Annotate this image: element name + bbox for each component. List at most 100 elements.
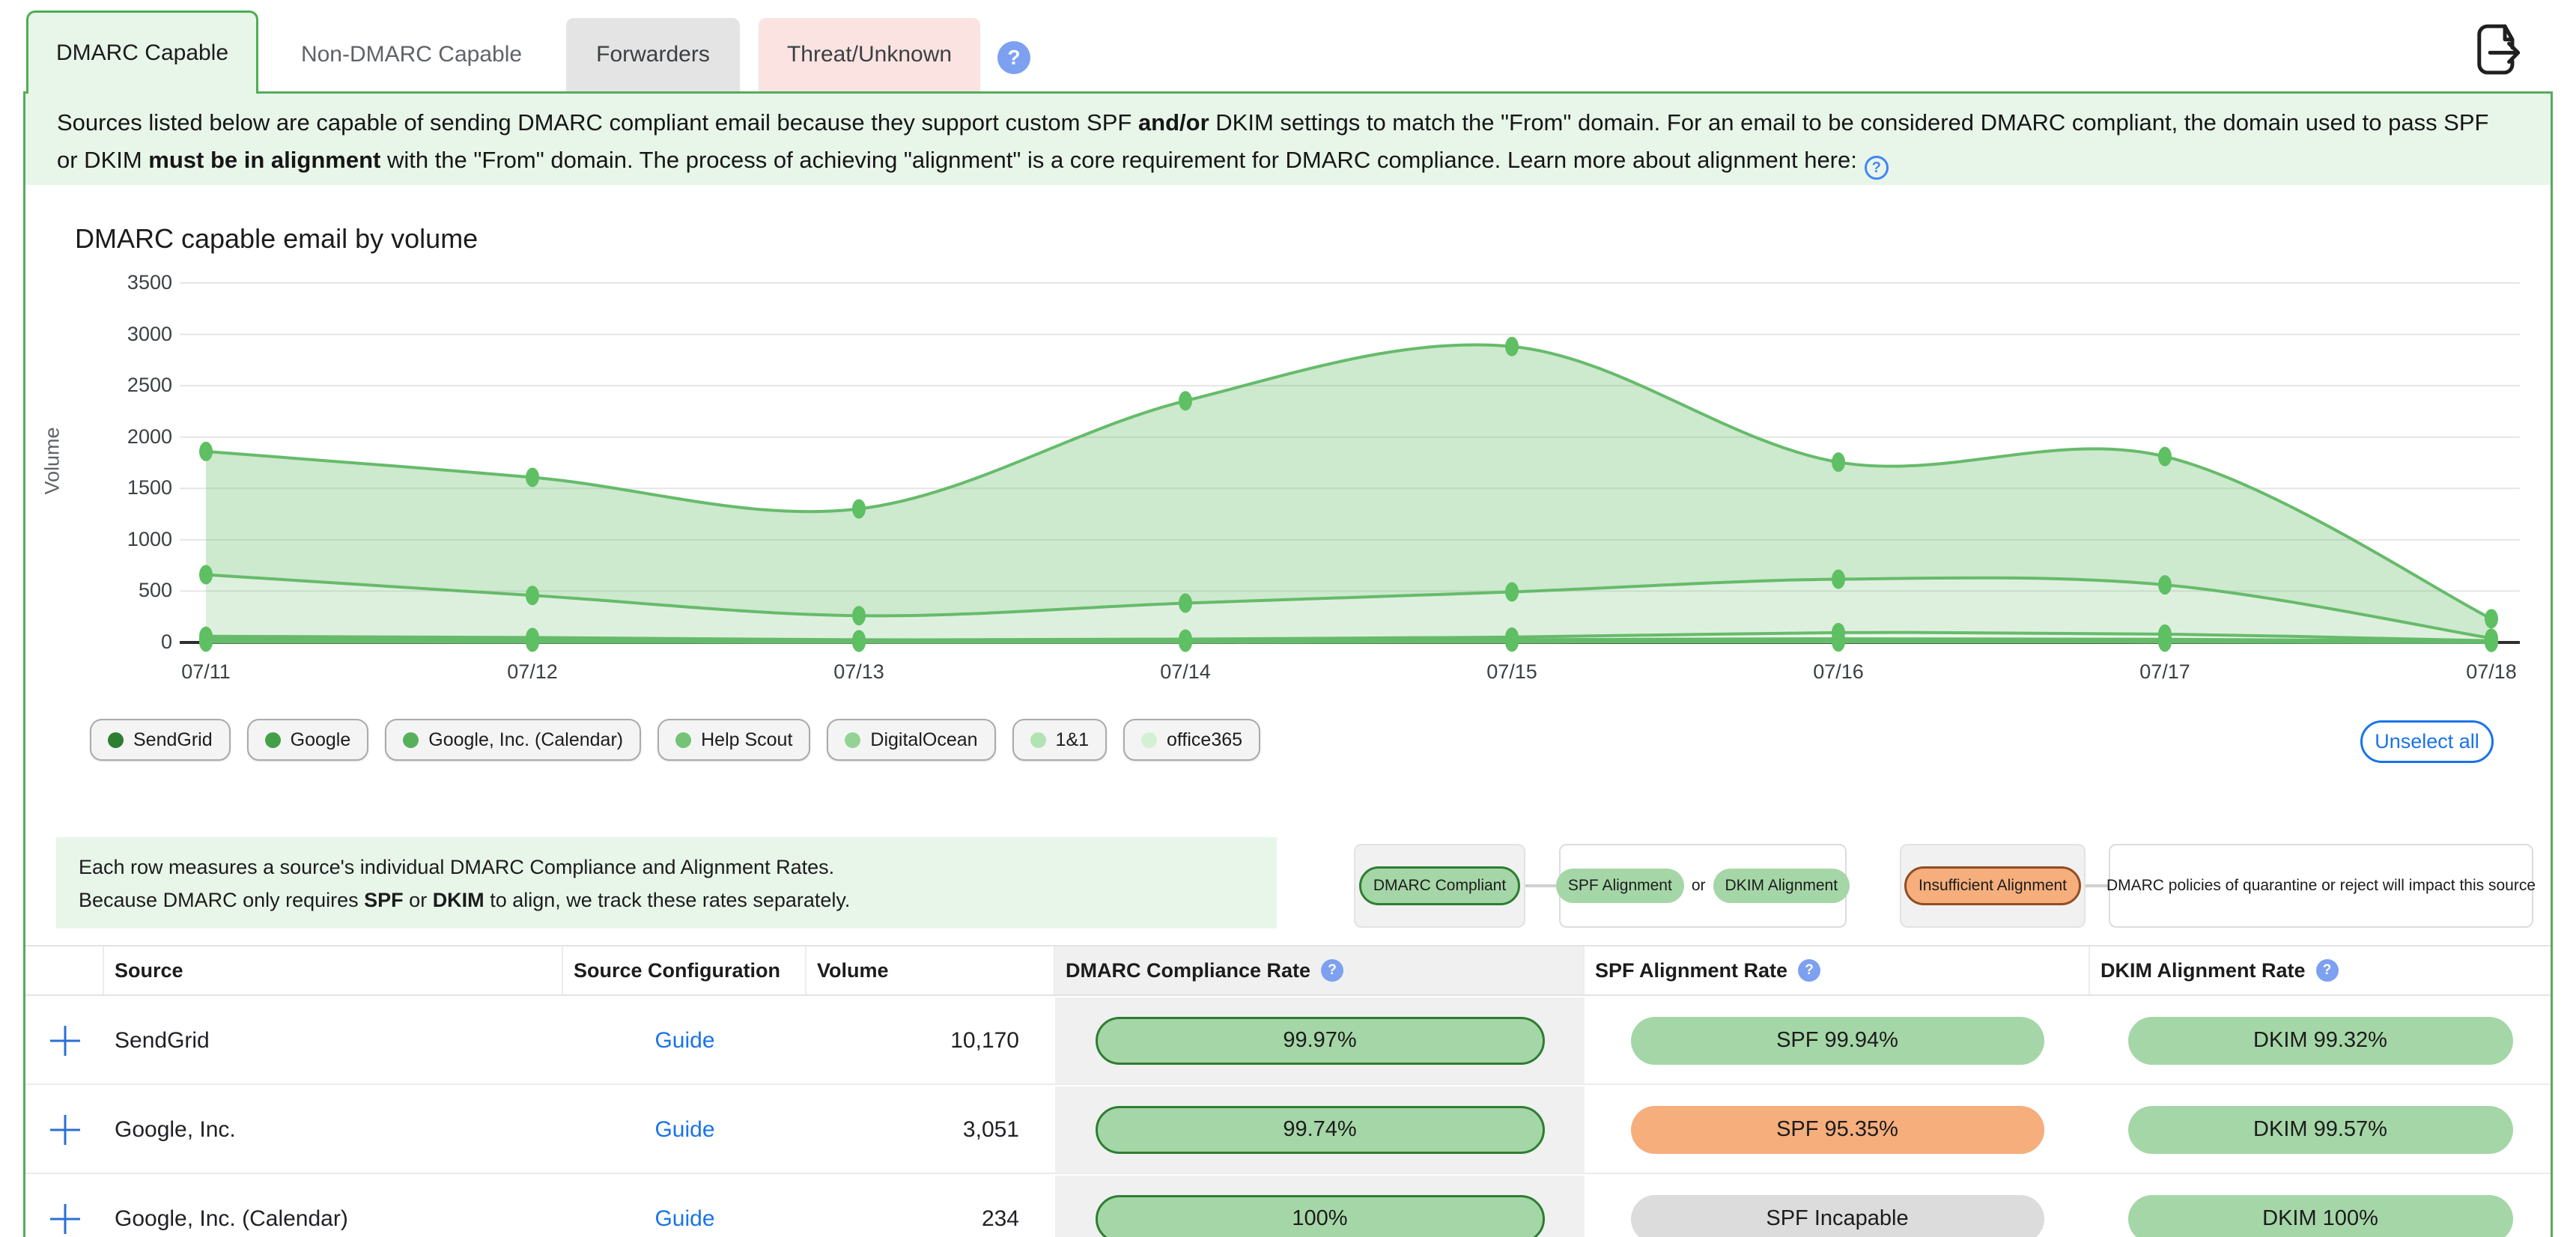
dkim-alignment-badge: DKIM Alignment <box>1713 869 1850 903</box>
legend-connector <box>2086 884 2109 887</box>
y-tick-label: 3500 <box>127 271 172 294</box>
tabs-help-icon[interactable]: ? <box>997 41 1030 74</box>
tab-dmarc-capable[interactable]: DMARC Capable <box>26 10 258 94</box>
source-name: Google, Inc. (Calendar) <box>115 1206 348 1231</box>
policy-note-text: DMARC policies of quarantine or reject w… <box>2106 877 2536 894</box>
legend-chip-digitalocean[interactable]: DigitalOcean <box>827 719 996 761</box>
compliance-rate-help-icon[interactable]: ? <box>1321 959 1344 982</box>
tab-threat-unknown[interactable]: Threat/Unknown <box>759 18 980 91</box>
dkim-rate-pill: DKIM 99.57% <box>2127 1105 2513 1154</box>
table-row: Google, Inc. (Calendar) Guide 234 100% S… <box>25 1176 2551 1237</box>
unselect-all-button[interactable]: Unselect all <box>2360 720 2494 763</box>
x-tick-label: 07/13 <box>833 660 884 683</box>
insufficient-alignment-badge: Insufficient Alignment <box>1904 866 2082 905</box>
description-text: DKIM settings to match the "From" domain… <box>57 109 2489 173</box>
table-row: Google, Inc. Guide 3,051 99.74% SPF 95.3… <box>25 1086 2551 1174</box>
series-color-dot <box>1141 732 1158 748</box>
description-banner: Sources listed below are capable of send… <box>25 94 2551 185</box>
legend-chip-label: SendGrid <box>133 729 213 750</box>
legend-chip-google[interactable]: Google <box>246 719 369 761</box>
x-tick-label: 07/11 <box>181 660 231 683</box>
legend-chip-label: Help Scout <box>701 729 793 750</box>
volume-value: 10,170 <box>950 1027 1019 1053</box>
column-header-volume: Volume <box>806 946 1055 994</box>
compliance-rate-pill: 99.74% <box>1095 1105 1545 1154</box>
guide-link[interactable]: Guide <box>654 1027 715 1053</box>
description-bold-alignment: must be in alignment <box>148 147 381 173</box>
legend-chip-1and1[interactable]: 1&1 <box>1012 719 1108 761</box>
plus-icon <box>49 1025 80 1056</box>
tab-non-dmarc-capable[interactable]: Non-DMARC Capable <box>298 18 525 91</box>
expand-column-header <box>25 946 104 994</box>
source-name: SendGrid <box>115 1027 210 1053</box>
y-tick-label: 1500 <box>127 476 172 499</box>
series-color-dot <box>845 732 861 748</box>
x-tick-label: 07/17 <box>2139 660 2190 683</box>
legend-chip-label: Google, Inc. (Calendar) <box>428 729 624 750</box>
alignment-help-icon[interactable]: ? <box>1864 156 1889 180</box>
x-tick-label: 07/16 <box>1813 660 1864 683</box>
note-line-1: Each row measures a source's individual … <box>79 856 835 878</box>
series-color-dot <box>1030 732 1046 748</box>
y-tick-label: 0 <box>160 630 172 653</box>
y-tick-label: 500 <box>138 579 172 602</box>
x-tick-label: 07/18 <box>2466 660 2517 683</box>
note-line-2: Because DMARC only requires SPF or DKIM … <box>79 889 851 911</box>
column-header-source: Source <box>104 946 563 994</box>
legend-chip-sendgrid[interactable]: SendGrid <box>90 719 231 761</box>
legend-card-compliant: DMARC Compliant <box>1354 844 1525 928</box>
dkim-rate-pill: DKIM 100% <box>2127 1194 2513 1237</box>
table-row: SendGrid Guide 10,170 99.97% SPF 99.94% … <box>25 997 2551 1085</box>
table-header: Source Source Configuration Volume DMARC… <box>25 945 2551 996</box>
legend-chip-google-calendar[interactable]: Google, Inc. (Calendar) <box>385 719 642 761</box>
export-button[interactable] <box>2465 18 2528 81</box>
series-color-dot <box>264 732 281 748</box>
volume-value: 234 <box>981 1206 1019 1231</box>
compliance-rate-pill: 100% <box>1095 1194 1545 1237</box>
x-tick-label: 07/15 <box>1486 660 1537 683</box>
expand-row-button[interactable] <box>25 1113 104 1147</box>
legend-chip-help-scout[interactable]: Help Scout <box>657 719 811 761</box>
chart-title: DMARC capable email by volume <box>75 223 479 254</box>
legend-chip-label: 1&1 <box>1055 729 1090 750</box>
expand-row-button[interactable] <box>25 1024 104 1058</box>
legend-card-insufficient: Insufficient Alignment <box>1900 844 2086 928</box>
legend-card-policy-note: DMARC policies of quarantine or reject w… <box>2106 844 2536 928</box>
column-header-dkim-alignment-rate: DKIM Alignment Rate ? <box>2090 946 2551 994</box>
spf-rate-pill: SPF 99.94% <box>1630 1016 2044 1065</box>
description-text: Sources listed below are capable of send… <box>57 109 1138 136</box>
y-axis-title: Volume <box>40 427 64 495</box>
legend-card-alignment: SPF Alignment or DKIM Alignment <box>1555 844 1850 928</box>
plus-icon <box>49 1203 80 1234</box>
source-name: Google, Inc. <box>115 1116 236 1142</box>
spf-rate-pill: SPF 95.35% <box>1630 1105 2044 1154</box>
spf-alignment-badge: SPF Alignment <box>1555 869 1684 903</box>
legend-chip-label: DigitalOcean <box>870 729 978 750</box>
plus-icon <box>49 1114 80 1145</box>
guide-link[interactable]: Guide <box>654 1206 715 1231</box>
series-color-dot <box>675 732 692 748</box>
spf-rate-help-icon[interactable]: ? <box>1798 959 1821 982</box>
dkim-rate-help-icon[interactable]: ? <box>2315 959 2339 982</box>
dmarc-compliant-badge: DMARC Compliant <box>1358 866 1521 905</box>
legend-connector <box>1525 884 1559 887</box>
or-label: or <box>1691 877 1706 894</box>
legend-chip-office365[interactable]: office365 <box>1123 719 1261 761</box>
legend-chip-label: office365 <box>1167 729 1243 750</box>
description-text: with the "From" domain. The process of a… <box>380 147 1857 173</box>
export-icon <box>2477 24 2521 75</box>
legend-chip-label: Google <box>290 729 351 750</box>
series-color-dot <box>403 732 419 748</box>
expand-row-button[interactable] <box>25 1202 104 1236</box>
dkim-rate-pill: DKIM 99.32% <box>2127 1016 2513 1065</box>
guide-link[interactable]: Guide <box>654 1116 715 1142</box>
volume-value: 3,051 <box>962 1116 1019 1142</box>
description-bold-andor: and/or <box>1137 109 1209 136</box>
y-tick-label: 2500 <box>127 374 172 397</box>
series-color-dot <box>108 732 124 748</box>
column-header-source-configuration: Source Configuration <box>563 946 806 994</box>
tab-forwarders[interactable]: Forwarders <box>566 18 740 91</box>
table-note: Each row measures a source's individual … <box>56 837 1277 928</box>
x-tick-label: 07/12 <box>507 660 558 683</box>
